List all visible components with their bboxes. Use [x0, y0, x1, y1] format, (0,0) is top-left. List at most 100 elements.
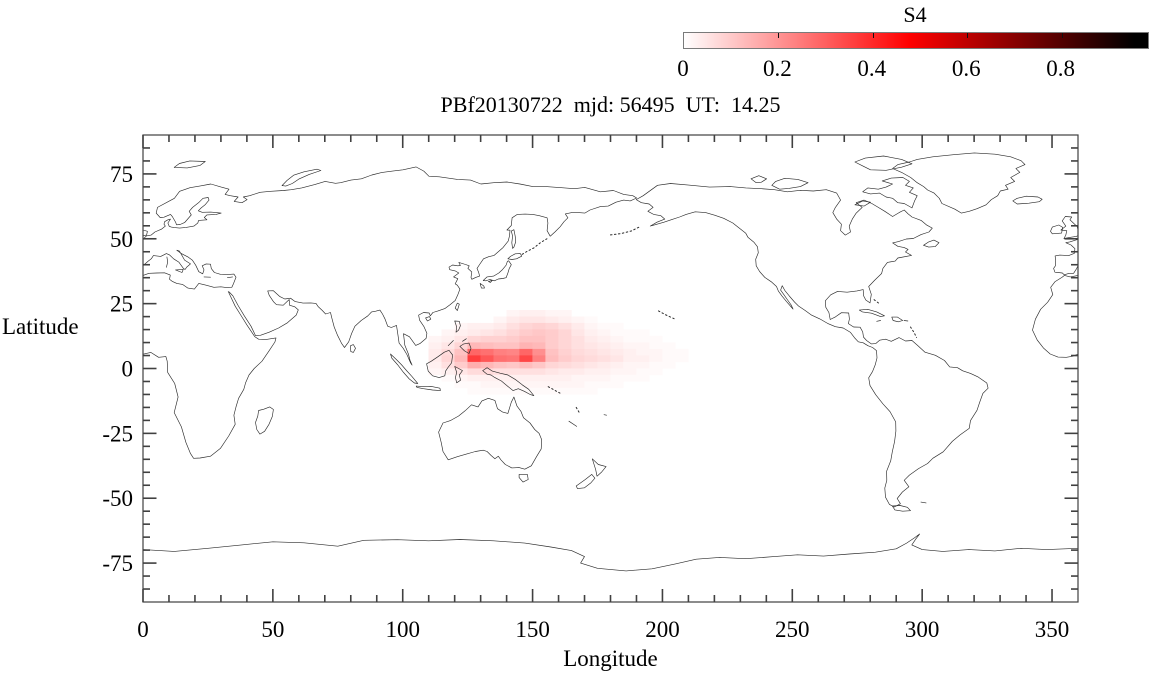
- s4-cell: [571, 374, 585, 382]
- coastline-iceland: [1012, 195, 1043, 205]
- s4-cell: [519, 310, 533, 317]
- s4-cell: [675, 348, 689, 356]
- coastline-palawan: [447, 340, 454, 347]
- s4-cell: [519, 348, 533, 356]
- s4-cell: [545, 387, 559, 395]
- coastline-svalbard: [173, 160, 206, 169]
- coastline-lesser-antilles: [910, 326, 917, 338]
- coastline-vanuatu: [575, 406, 581, 415]
- s4-cell: [441, 368, 455, 376]
- s4-cell: [545, 310, 559, 317]
- coastline-shikoku: [488, 279, 493, 283]
- coastline-java: [415, 385, 441, 391]
- colorbar-tick-label: 0.2: [763, 56, 792, 81]
- s4-cell: [519, 329, 533, 337]
- s4-cell: [610, 329, 624, 337]
- s4-cell: [610, 355, 624, 363]
- y-tick-label: 25: [110, 292, 133, 317]
- s4-cell: [532, 329, 546, 337]
- s4-cell: [428, 348, 442, 356]
- s4-cell: [506, 316, 520, 324]
- s4-cell: [558, 316, 572, 324]
- coastline-sardinia-corsica: [166, 256, 169, 268]
- s4-cell: [454, 335, 468, 343]
- s4-cell: [467, 387, 481, 395]
- s4-cell: [493, 348, 507, 356]
- s4-cell: [662, 355, 676, 363]
- coastline-mediterranean-europe: [142, 249, 237, 290]
- s4-cell: [467, 329, 481, 337]
- s4-cell: [480, 381, 494, 389]
- s4-cell: [493, 374, 507, 382]
- s4-cell: [506, 387, 520, 395]
- s4-cell: [454, 348, 468, 356]
- s4-cell: [467, 335, 481, 343]
- coastline-hawaii: [658, 310, 675, 320]
- s4-cell: [558, 374, 572, 382]
- s4-cell: [441, 348, 455, 356]
- s4-cell: [506, 329, 520, 337]
- colorbar-tick: [778, 33, 780, 38]
- s4-cell: [649, 355, 663, 363]
- s4-cell: [662, 348, 676, 356]
- y-tick-label: -25: [102, 421, 133, 446]
- s4-cell: [441, 335, 455, 343]
- s4-cell: [532, 361, 546, 369]
- s4-cell: [636, 329, 650, 337]
- s4-cell: [597, 374, 611, 382]
- s4-cell: [610, 322, 624, 330]
- s4-cell: [467, 348, 481, 356]
- s4-cell: [584, 361, 598, 369]
- s4-cell: [480, 342, 494, 350]
- colorbar-tick-label: 0.4: [857, 56, 887, 81]
- s4-cell: [545, 368, 559, 376]
- s4-cell: [532, 316, 546, 324]
- x-tick-label: 200: [645, 617, 680, 642]
- coastline-tierra-del-fuego: [891, 505, 911, 512]
- s4-cell: [545, 381, 559, 389]
- coastline-falklands: [920, 501, 927, 504]
- s4-cell: [545, 322, 559, 330]
- s4-cell: [610, 381, 624, 389]
- s4-cell: [545, 355, 559, 363]
- s4-cell: [467, 361, 481, 369]
- s4-cell: [571, 381, 585, 389]
- coastline-sumatra: [390, 353, 419, 384]
- s4-cell: [597, 329, 611, 337]
- x-axis-label: Longitude: [563, 646, 658, 671]
- coastline-sri-lanka: [350, 344, 356, 353]
- s4-cell: [506, 368, 520, 376]
- s4-cell: [571, 348, 585, 356]
- colorbar-tick-label: 0: [677, 56, 689, 81]
- colorbar-title: S4: [903, 2, 927, 27]
- s4-cell: [428, 335, 442, 343]
- coastline-cyprus: [227, 276, 233, 279]
- coastline-jamaica: [876, 320, 881, 322]
- x-tick-label: 250: [775, 617, 810, 642]
- s4-cell: [675, 355, 689, 363]
- coastline-borneo: [426, 349, 453, 378]
- coastline-southampton: [854, 200, 871, 207]
- coastline-sakhalin: [510, 229, 517, 249]
- s4-cell: [545, 329, 559, 337]
- s4-cell: [519, 368, 533, 376]
- s4-cell: [467, 374, 481, 382]
- x-tick-label: 300: [905, 617, 940, 642]
- colorbar-tick: [872, 33, 874, 38]
- s4-cell: [480, 374, 494, 382]
- s4-cell: [662, 361, 676, 369]
- s4-cell: [636, 368, 650, 376]
- s4-cell: [519, 322, 533, 330]
- coastline-kyushu: [479, 283, 485, 289]
- s4-cell: [454, 361, 468, 369]
- x-tick-label: 0: [137, 617, 149, 642]
- coastline-sicily: [175, 269, 184, 273]
- coastline-australia: [438, 396, 543, 470]
- y-tick-label: 0: [122, 357, 134, 382]
- s4-cell: [558, 381, 572, 389]
- s4-cell: [610, 348, 624, 356]
- s4-cell: [480, 387, 494, 395]
- s4-cell: [597, 322, 611, 330]
- coastline-nz-south: [575, 474, 596, 489]
